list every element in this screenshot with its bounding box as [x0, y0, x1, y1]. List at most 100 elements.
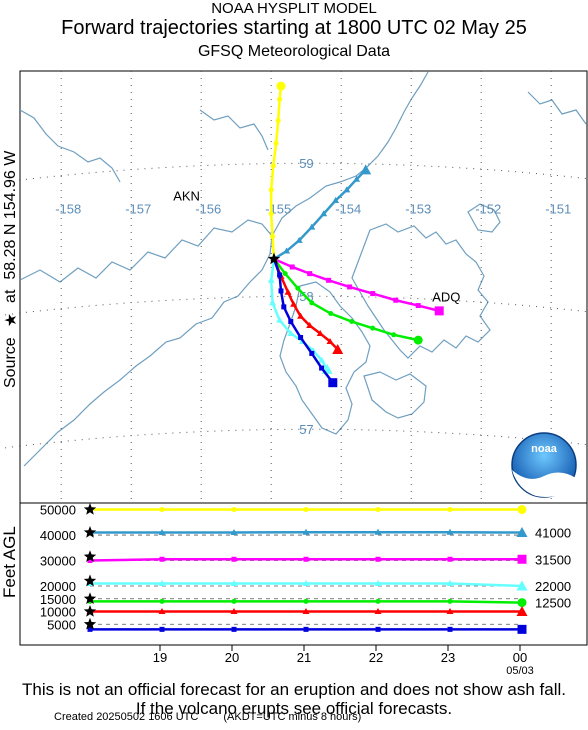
trajectory-point [284, 288, 292, 295]
altitude-point [447, 507, 453, 513]
trajectory-point [297, 312, 305, 319]
trajectory-point [370, 291, 376, 297]
trajectory-point [318, 356, 326, 363]
trajectory-point [347, 284, 353, 290]
created-timestamp: Created 20250502 1606 UTC [54, 711, 199, 723]
altitude-point [446, 608, 454, 615]
altitude-point [374, 608, 382, 615]
trajectory-end-marker [332, 343, 344, 354]
chart-subtitle: Forward trajectories starting at 1800 UT… [61, 17, 527, 39]
trajectory-point [288, 319, 294, 325]
altitude-end-label: 41000 [535, 525, 571, 540]
altitude-tick-label: 30000 [40, 554, 76, 569]
altitude-point [158, 528, 166, 535]
noaa-logo-text: noaa [531, 443, 558, 455]
trajectory-point [268, 187, 274, 193]
altitude-panel [19, 502, 588, 646]
trajectory-point [307, 271, 313, 277]
altitude-point [230, 608, 238, 615]
trajectory-point [349, 319, 355, 325]
trajectory-point [309, 300, 315, 306]
altitude-point [230, 528, 238, 535]
altitude-point [447, 598, 453, 604]
trajectory-point [295, 285, 301, 291]
altitude-tick-label: 40000 [40, 528, 76, 543]
altitude-point [231, 598, 237, 604]
trajectory-point [332, 196, 340, 203]
longitude-label: -151 [545, 201, 571, 216]
source-star-icon [83, 503, 97, 515]
trajectory-point [306, 322, 314, 328]
trajectory-end-marker [434, 306, 444, 316]
trajectory-point [308, 223, 316, 230]
time-tick-label: 23 [441, 650, 455, 665]
altitude-point [230, 579, 238, 586]
footer: Created 20250502 1606 UTC (AKDT=UTC minu… [54, 711, 383, 723]
altitude-point [87, 626, 93, 632]
trajectory-point [328, 311, 334, 317]
altitude-end-label: 31500 [535, 552, 571, 567]
chart-data-source: GFSQ Meteorological Data [197, 43, 391, 60]
altitude-point [159, 507, 165, 513]
map-frame [19, 70, 588, 504]
altitude-point [303, 626, 309, 632]
altitude-point [374, 579, 382, 586]
altitude-point [375, 598, 381, 604]
trajectory-end-marker [360, 164, 372, 175]
trajectory-tracks [267, 81, 444, 388]
trajectory-point [275, 118, 281, 124]
altitude-end-label: 22000 [535, 579, 571, 594]
time-tick-label: 05/03 [506, 665, 534, 677]
altitude-point [159, 598, 165, 604]
trajectory-end-marker [328, 378, 338, 388]
longitude-label: -157 [125, 201, 151, 216]
trajectory-point [287, 329, 295, 336]
trajectory-point [289, 264, 295, 270]
trajectory-point [283, 247, 291, 254]
trajectory-point [268, 211, 274, 217]
source-star-icon [83, 617, 97, 630]
trajectory-point [290, 300, 298, 307]
altitude-point [375, 507, 381, 513]
altitude-tick-label: 50000 [40, 503, 76, 518]
altitude-point [302, 528, 310, 535]
trajectory-end-marker [276, 81, 286, 91]
trajectory-point [270, 163, 276, 169]
trajectory-point [319, 365, 325, 371]
source-star-icon [267, 252, 281, 265]
altitude-end-marker [517, 598, 527, 608]
longitude-label: -156 [195, 201, 221, 216]
latitude-label: 59 [299, 156, 313, 171]
trajectory-point [316, 329, 324, 336]
altitude-point [231, 507, 237, 513]
trajectory-point [267, 276, 275, 283]
altitude-end-marker [516, 580, 528, 591]
time-tick-label: 21 [297, 650, 311, 665]
trajectory-point [343, 186, 351, 193]
trajectory-point [273, 140, 279, 146]
altitude-point [159, 556, 165, 562]
time-tick-label: 22 [369, 650, 383, 665]
altitude-tick-label: 10000 [40, 605, 76, 620]
trajectory-point [276, 316, 284, 323]
time-tick-label: 19 [153, 650, 167, 665]
trajectory-point [391, 332, 397, 338]
trajectory-point [282, 271, 288, 277]
altitude-point [231, 626, 237, 632]
altitude-point [231, 556, 237, 562]
altitude-point [159, 626, 165, 632]
longitude-label: -158 [55, 201, 81, 216]
altitude-point [302, 579, 310, 586]
altitude-end-marker [516, 606, 528, 617]
trajectory-point [320, 210, 328, 217]
trajectory-point [370, 325, 376, 331]
altitude-point [303, 598, 309, 604]
altitude-point [447, 626, 453, 632]
source-star-icon [83, 526, 97, 538]
altitude-point [374, 528, 382, 535]
source-star-icon [83, 592, 97, 604]
altitude-point [375, 556, 381, 562]
altitude-end-marker [516, 526, 528, 537]
